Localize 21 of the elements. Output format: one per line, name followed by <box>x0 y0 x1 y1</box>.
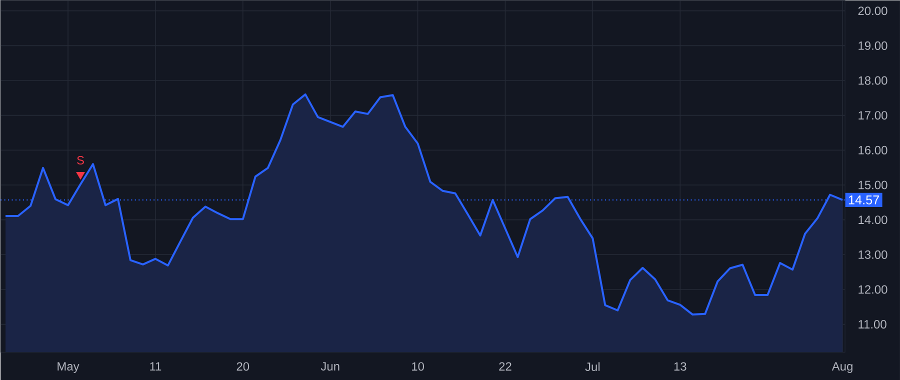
y-tick-label: 20.00 <box>858 6 888 16</box>
y-tick-label: 14.00 <box>858 215 888 224</box>
y-tick-label: 12.00 <box>858 285 888 294</box>
y-tick-label: 13.00 <box>858 250 888 259</box>
y-tick-label: 11.00 <box>858 320 886 328</box>
x-tick-label: 13 <box>674 362 686 371</box>
x-tick-label: 11 <box>150 362 162 370</box>
x-tick-label: Aug <box>832 362 852 373</box>
x-tick-label: 22 <box>499 362 512 371</box>
x-tick-label: 10 <box>412 362 424 371</box>
y-tick-label: 16.00 <box>858 146 888 154</box>
y-tick-label: 18.00 <box>858 76 888 85</box>
y-tick-label: 15.00 <box>858 180 888 190</box>
x-tick-label: Jul <box>585 362 600 371</box>
y-tick-label: 19.00 <box>858 41 888 50</box>
ref-line-label: 14.57 <box>848 195 880 204</box>
series-label: S <box>77 156 84 164</box>
x-tick-label: 20 <box>236 362 250 371</box>
y-tick-label: 17.00 <box>858 111 888 120</box>
x-tick-label: Jun <box>320 362 340 371</box>
x-tick-label: May <box>58 362 80 373</box>
